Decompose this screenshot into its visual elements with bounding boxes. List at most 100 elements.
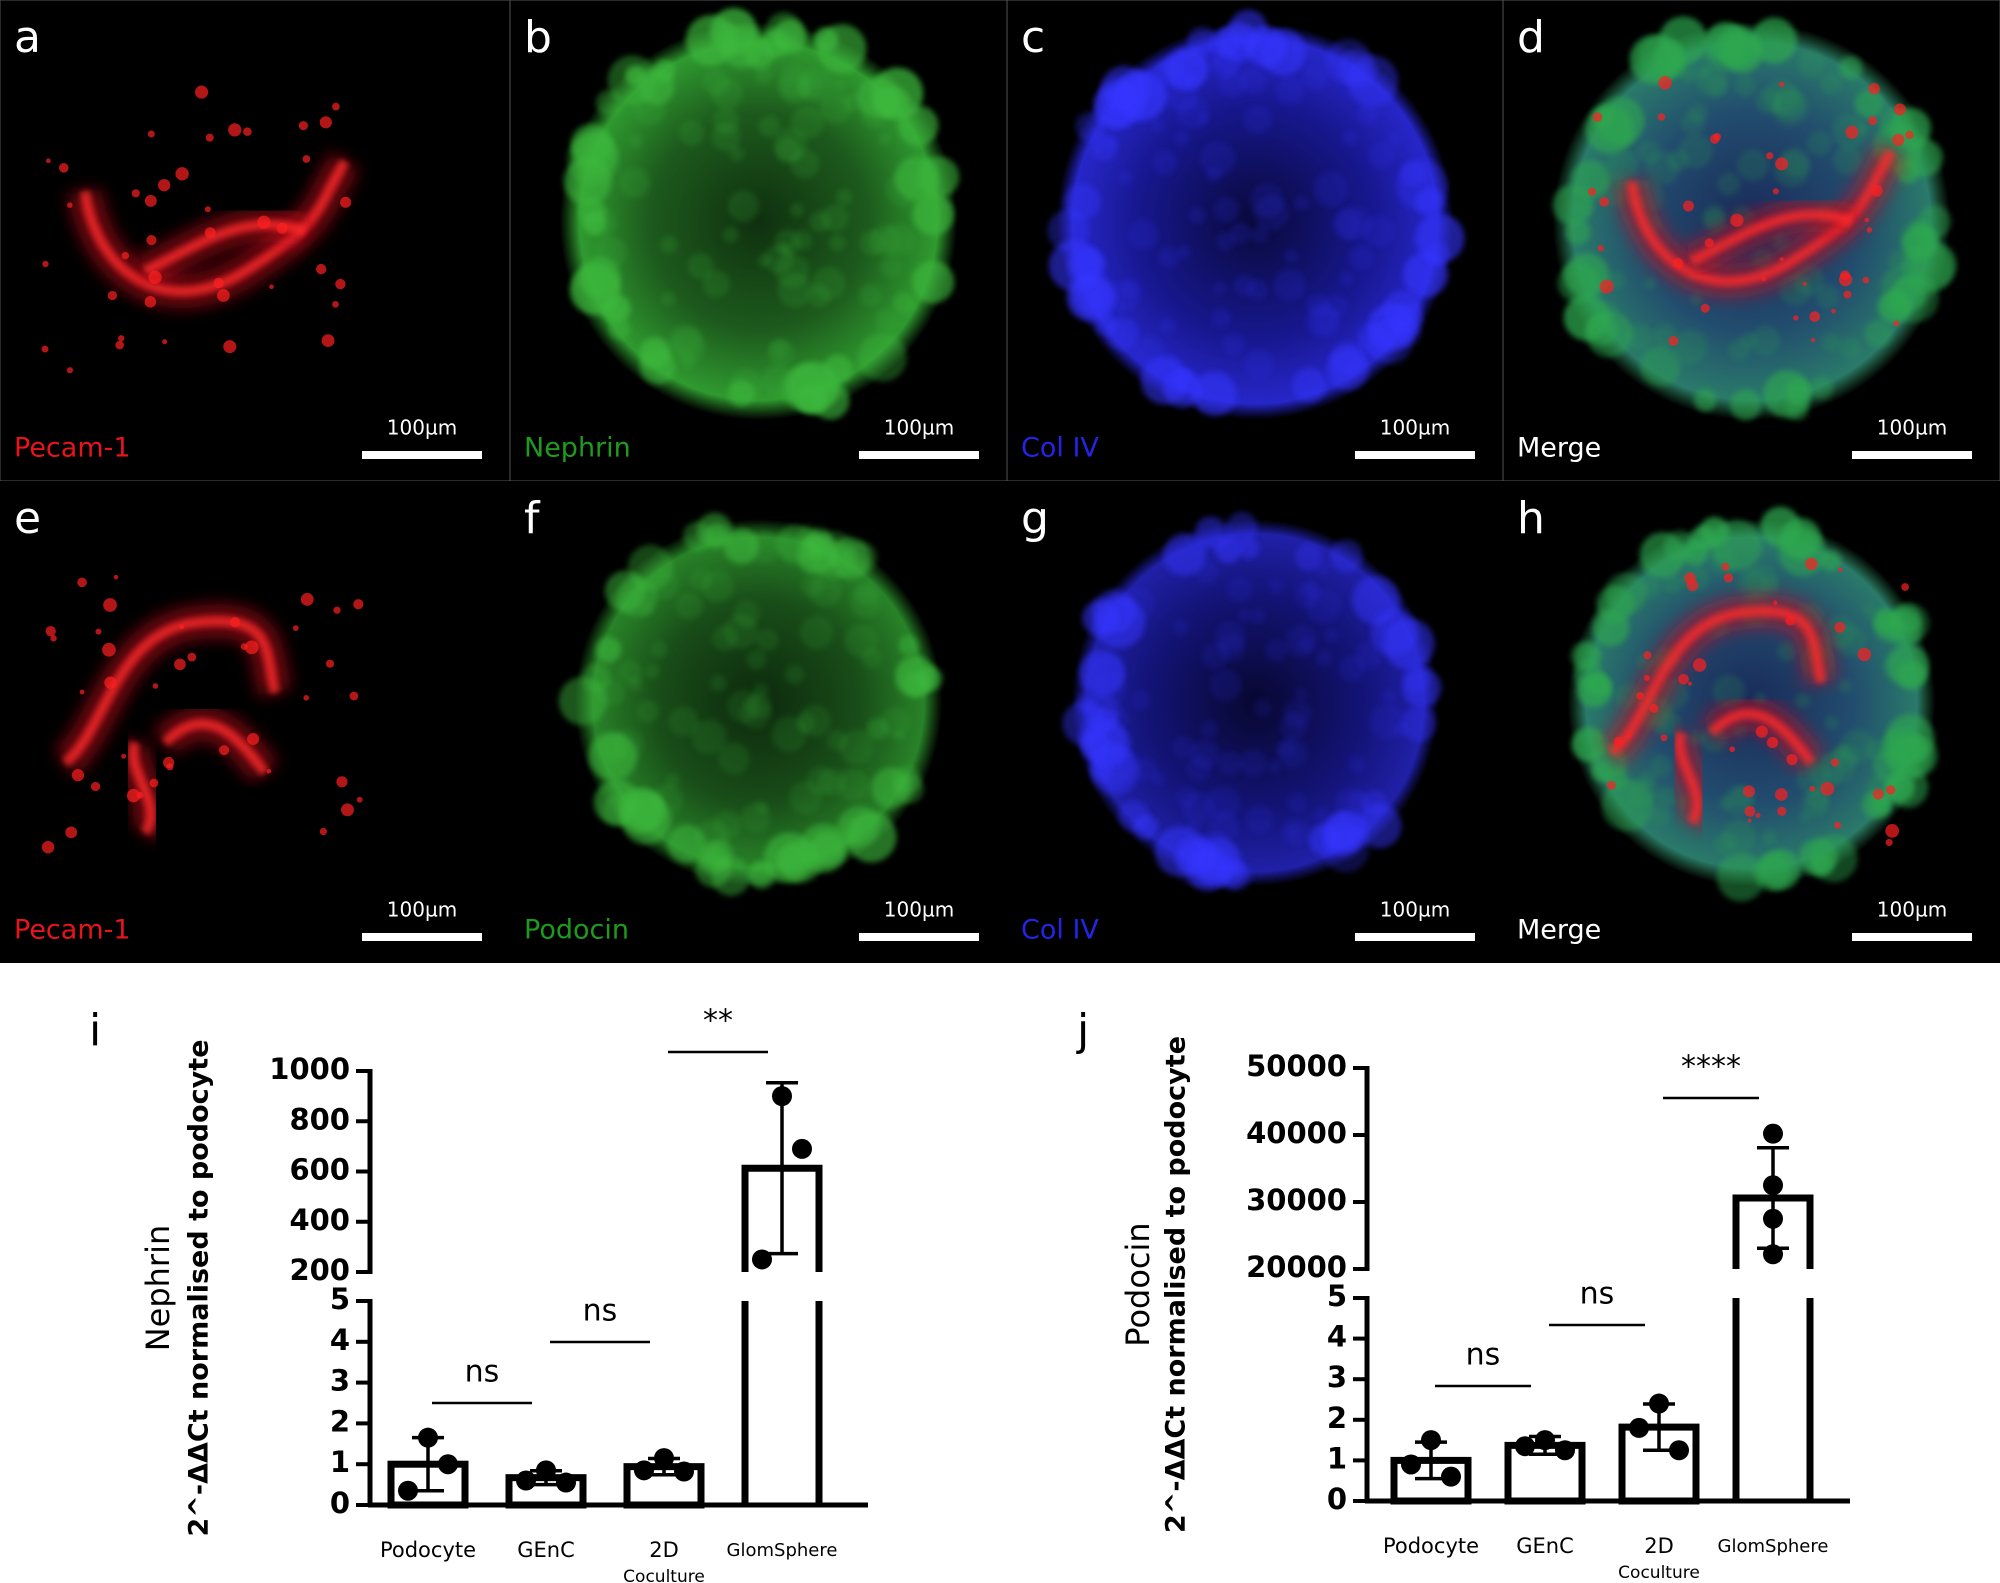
spheroid-texture bbox=[689, 568, 713, 591]
bar bbox=[1732, 1298, 1814, 1501]
spheroid-texture bbox=[733, 600, 761, 628]
spheroid-cell bbox=[898, 635, 919, 656]
spheroid-texture bbox=[896, 668, 929, 700]
spheroid-texture bbox=[687, 253, 714, 280]
y-axis-label: Podocin bbox=[1119, 1222, 1157, 1346]
vessel-dot bbox=[1729, 746, 1736, 753]
spheroid-texture bbox=[1819, 72, 1842, 95]
spheroid-texture bbox=[1737, 567, 1768, 599]
stain-label: Merge bbox=[1517, 433, 1601, 464]
spheroid-cell bbox=[696, 512, 733, 549]
spheroid-texture bbox=[595, 236, 627, 269]
vessel-dot bbox=[1843, 290, 1852, 299]
spheroid-cell bbox=[1116, 71, 1167, 121]
vessel-dot bbox=[1700, 303, 1710, 313]
error-bar bbox=[766, 1081, 798, 1256]
spheroid-texture bbox=[1314, 560, 1331, 577]
spheroid-texture bbox=[1688, 103, 1709, 124]
spheroid-texture bbox=[1117, 170, 1133, 185]
spheroid-texture bbox=[1121, 279, 1141, 298]
spheroid-texture bbox=[775, 137, 802, 164]
spheroid-texture bbox=[1175, 786, 1198, 809]
spheroid-cell bbox=[1155, 57, 1185, 87]
vessel-dot bbox=[1692, 658, 1707, 672]
spheroid-cell bbox=[595, 89, 622, 116]
spheroid-texture bbox=[1824, 715, 1839, 730]
spheroid-texture bbox=[1324, 628, 1339, 643]
spheroid-texture bbox=[1839, 337, 1862, 360]
vessel-dot bbox=[1901, 583, 1910, 591]
spheroid-texture bbox=[1606, 148, 1639, 181]
spheroid-texture bbox=[1285, 625, 1318, 658]
vessel-dot bbox=[303, 694, 310, 701]
spheroid-texture bbox=[747, 531, 780, 564]
vessel-dot bbox=[1775, 788, 1788, 801]
x-tick-label: GEnC bbox=[517, 1538, 575, 1562]
spheroid-texture bbox=[722, 226, 739, 243]
spheroid-cell bbox=[1095, 314, 1118, 336]
spheroid-texture bbox=[1690, 292, 1703, 306]
spheroid-texture bbox=[832, 79, 846, 93]
vessel-dot bbox=[1672, 257, 1684, 269]
spheroid-texture bbox=[711, 122, 741, 152]
vessel-dot bbox=[1845, 125, 1859, 139]
vessel-dot bbox=[1636, 692, 1644, 700]
vessel-dot bbox=[1785, 615, 1796, 626]
spheroid-texture bbox=[874, 308, 899, 333]
x-tick-label: 2D bbox=[649, 1538, 679, 1562]
vessel-dot bbox=[107, 290, 118, 301]
spheroid-texture bbox=[740, 802, 771, 833]
spheroid-cell bbox=[563, 157, 612, 206]
spheroid-texture bbox=[729, 146, 744, 162]
stain-label: Nephrin bbox=[524, 433, 631, 464]
vessel-dot bbox=[1892, 133, 1905, 147]
spheroid-texture bbox=[651, 790, 666, 805]
vessel-dot bbox=[1868, 116, 1878, 126]
vessel-dot bbox=[1809, 785, 1816, 792]
spheroid-texture bbox=[828, 234, 846, 252]
spheroid-texture bbox=[1158, 316, 1177, 335]
vessel-dot bbox=[58, 163, 69, 173]
data-point bbox=[1649, 1393, 1669, 1414]
scale-bar-label: 100µm bbox=[387, 416, 457, 440]
y-tick-label: 0 bbox=[330, 1486, 350, 1520]
data-point bbox=[1763, 1123, 1783, 1144]
micrograph-panel: e Pecam-1 100µm bbox=[0, 481, 510, 963]
spheroid-texture bbox=[1306, 293, 1330, 317]
spheroid-cell bbox=[1215, 536, 1242, 564]
vessel-dot bbox=[1755, 725, 1768, 738]
vessel-dot bbox=[1775, 157, 1789, 171]
vessel-dot bbox=[1872, 788, 1884, 800]
spheroid-texture bbox=[1643, 276, 1657, 290]
vessel-dot bbox=[257, 215, 271, 229]
spheroid-texture bbox=[1838, 679, 1853, 694]
spheroid-texture bbox=[1151, 85, 1168, 102]
spheroid-texture bbox=[1240, 67, 1267, 95]
spheroid-cell bbox=[898, 105, 939, 146]
spheroid-texture bbox=[1244, 805, 1274, 834]
spheroid-texture bbox=[729, 368, 763, 402]
spheroid-texture bbox=[1650, 805, 1671, 826]
vessel-dot bbox=[149, 778, 159, 788]
spheroid-texture bbox=[1717, 172, 1741, 196]
spheroid-cell bbox=[911, 260, 955, 304]
spheroid-texture bbox=[1190, 739, 1220, 769]
vessel-dot bbox=[126, 788, 141, 803]
data-point bbox=[1555, 1440, 1575, 1461]
vessel-dot bbox=[1730, 213, 1744, 227]
spheroid-cell bbox=[1854, 89, 1884, 119]
vessel-dot bbox=[315, 263, 327, 275]
spheroid-texture bbox=[1387, 132, 1401, 146]
data-point bbox=[1763, 1175, 1783, 1196]
vessel-dot bbox=[336, 776, 348, 788]
spheroid-texture bbox=[1200, 141, 1236, 177]
vessel-dot bbox=[90, 781, 101, 792]
y-tick-label: 3 bbox=[1327, 1360, 1347, 1394]
spheroid-texture bbox=[1574, 199, 1593, 218]
y-tick-label: 1000 bbox=[269, 1052, 350, 1086]
spheroid-texture bbox=[791, 230, 813, 251]
vessel-dot bbox=[319, 827, 328, 836]
spheroid-cell bbox=[773, 19, 808, 54]
spheroid-texture bbox=[1696, 64, 1712, 79]
